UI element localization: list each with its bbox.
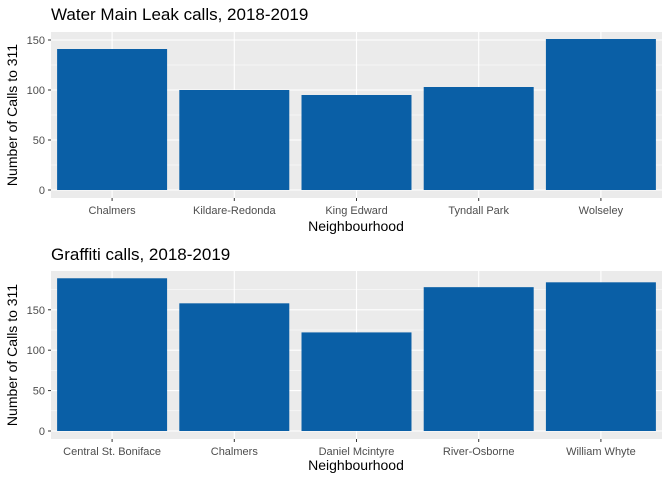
bar [301, 332, 412, 431]
bar [301, 95, 412, 190]
bar [57, 278, 168, 431]
x-tick-label: Wolseley [579, 205, 624, 217]
bar [545, 39, 656, 190]
x-tick-label: Tyndall Park [448, 205, 509, 217]
x-tick-label: Kildare-Redonda [193, 205, 276, 217]
bar [423, 287, 534, 431]
x-tick-label: William Whyte [566, 446, 636, 458]
y-axis: 0 50 100 150 [27, 305, 51, 438]
bars [57, 39, 656, 190]
y-axis: 0 50 100 150 [27, 35, 51, 197]
y-tick-label: 150 [27, 35, 45, 47]
bar [179, 90, 290, 190]
x-tick-label: Chalmers [89, 205, 137, 217]
x-tick-label: Daniel Mcintyre [319, 446, 395, 458]
x-axis: Chalmers Kildare-Redonda King Edward Tyndal… [89, 198, 624, 217]
x-tick-label: Central St. Boniface [63, 446, 161, 458]
x-tick-label: Chalmers [211, 446, 259, 458]
bar [57, 49, 168, 190]
bars [57, 278, 656, 431]
y-tick-label: 50 [33, 135, 45, 147]
y-tick-label: 0 [39, 426, 45, 438]
y-tick-label: 150 [27, 305, 45, 317]
y-tick-label: 0 [39, 185, 45, 197]
y-tick-label: 100 [27, 85, 45, 97]
x-axis-title: Neighbourhood [308, 218, 404, 234]
y-tick-label: 50 [33, 386, 45, 398]
y-axis-title: Number of Calls to 311 [4, 44, 20, 186]
x-axis: Central St. Boniface Chalmers Daniel Mcint… [63, 439, 636, 458]
chart-title: Graffiti calls, 2018-2019 [51, 245, 230, 264]
chart-graffiti: Graffiti calls, 2018-2019 0 50 100 150 Cent… [4, 245, 662, 473]
bar [423, 87, 534, 190]
chart-title: Water Main Leak calls, 2018-2019 [51, 5, 308, 24]
y-axis-title: Number of Calls to 311 [4, 284, 20, 426]
bar [545, 282, 656, 431]
bar [179, 303, 290, 431]
x-axis-title: Neighbourhood [308, 457, 404, 473]
chart-water-main-leak: Water Main Leak calls, 2018-2019 0 50 100 1… [4, 5, 662, 234]
x-tick-label: King Edward [325, 205, 387, 217]
x-tick-label: River-Osborne [443, 446, 515, 458]
y-tick-label: 100 [27, 345, 45, 357]
